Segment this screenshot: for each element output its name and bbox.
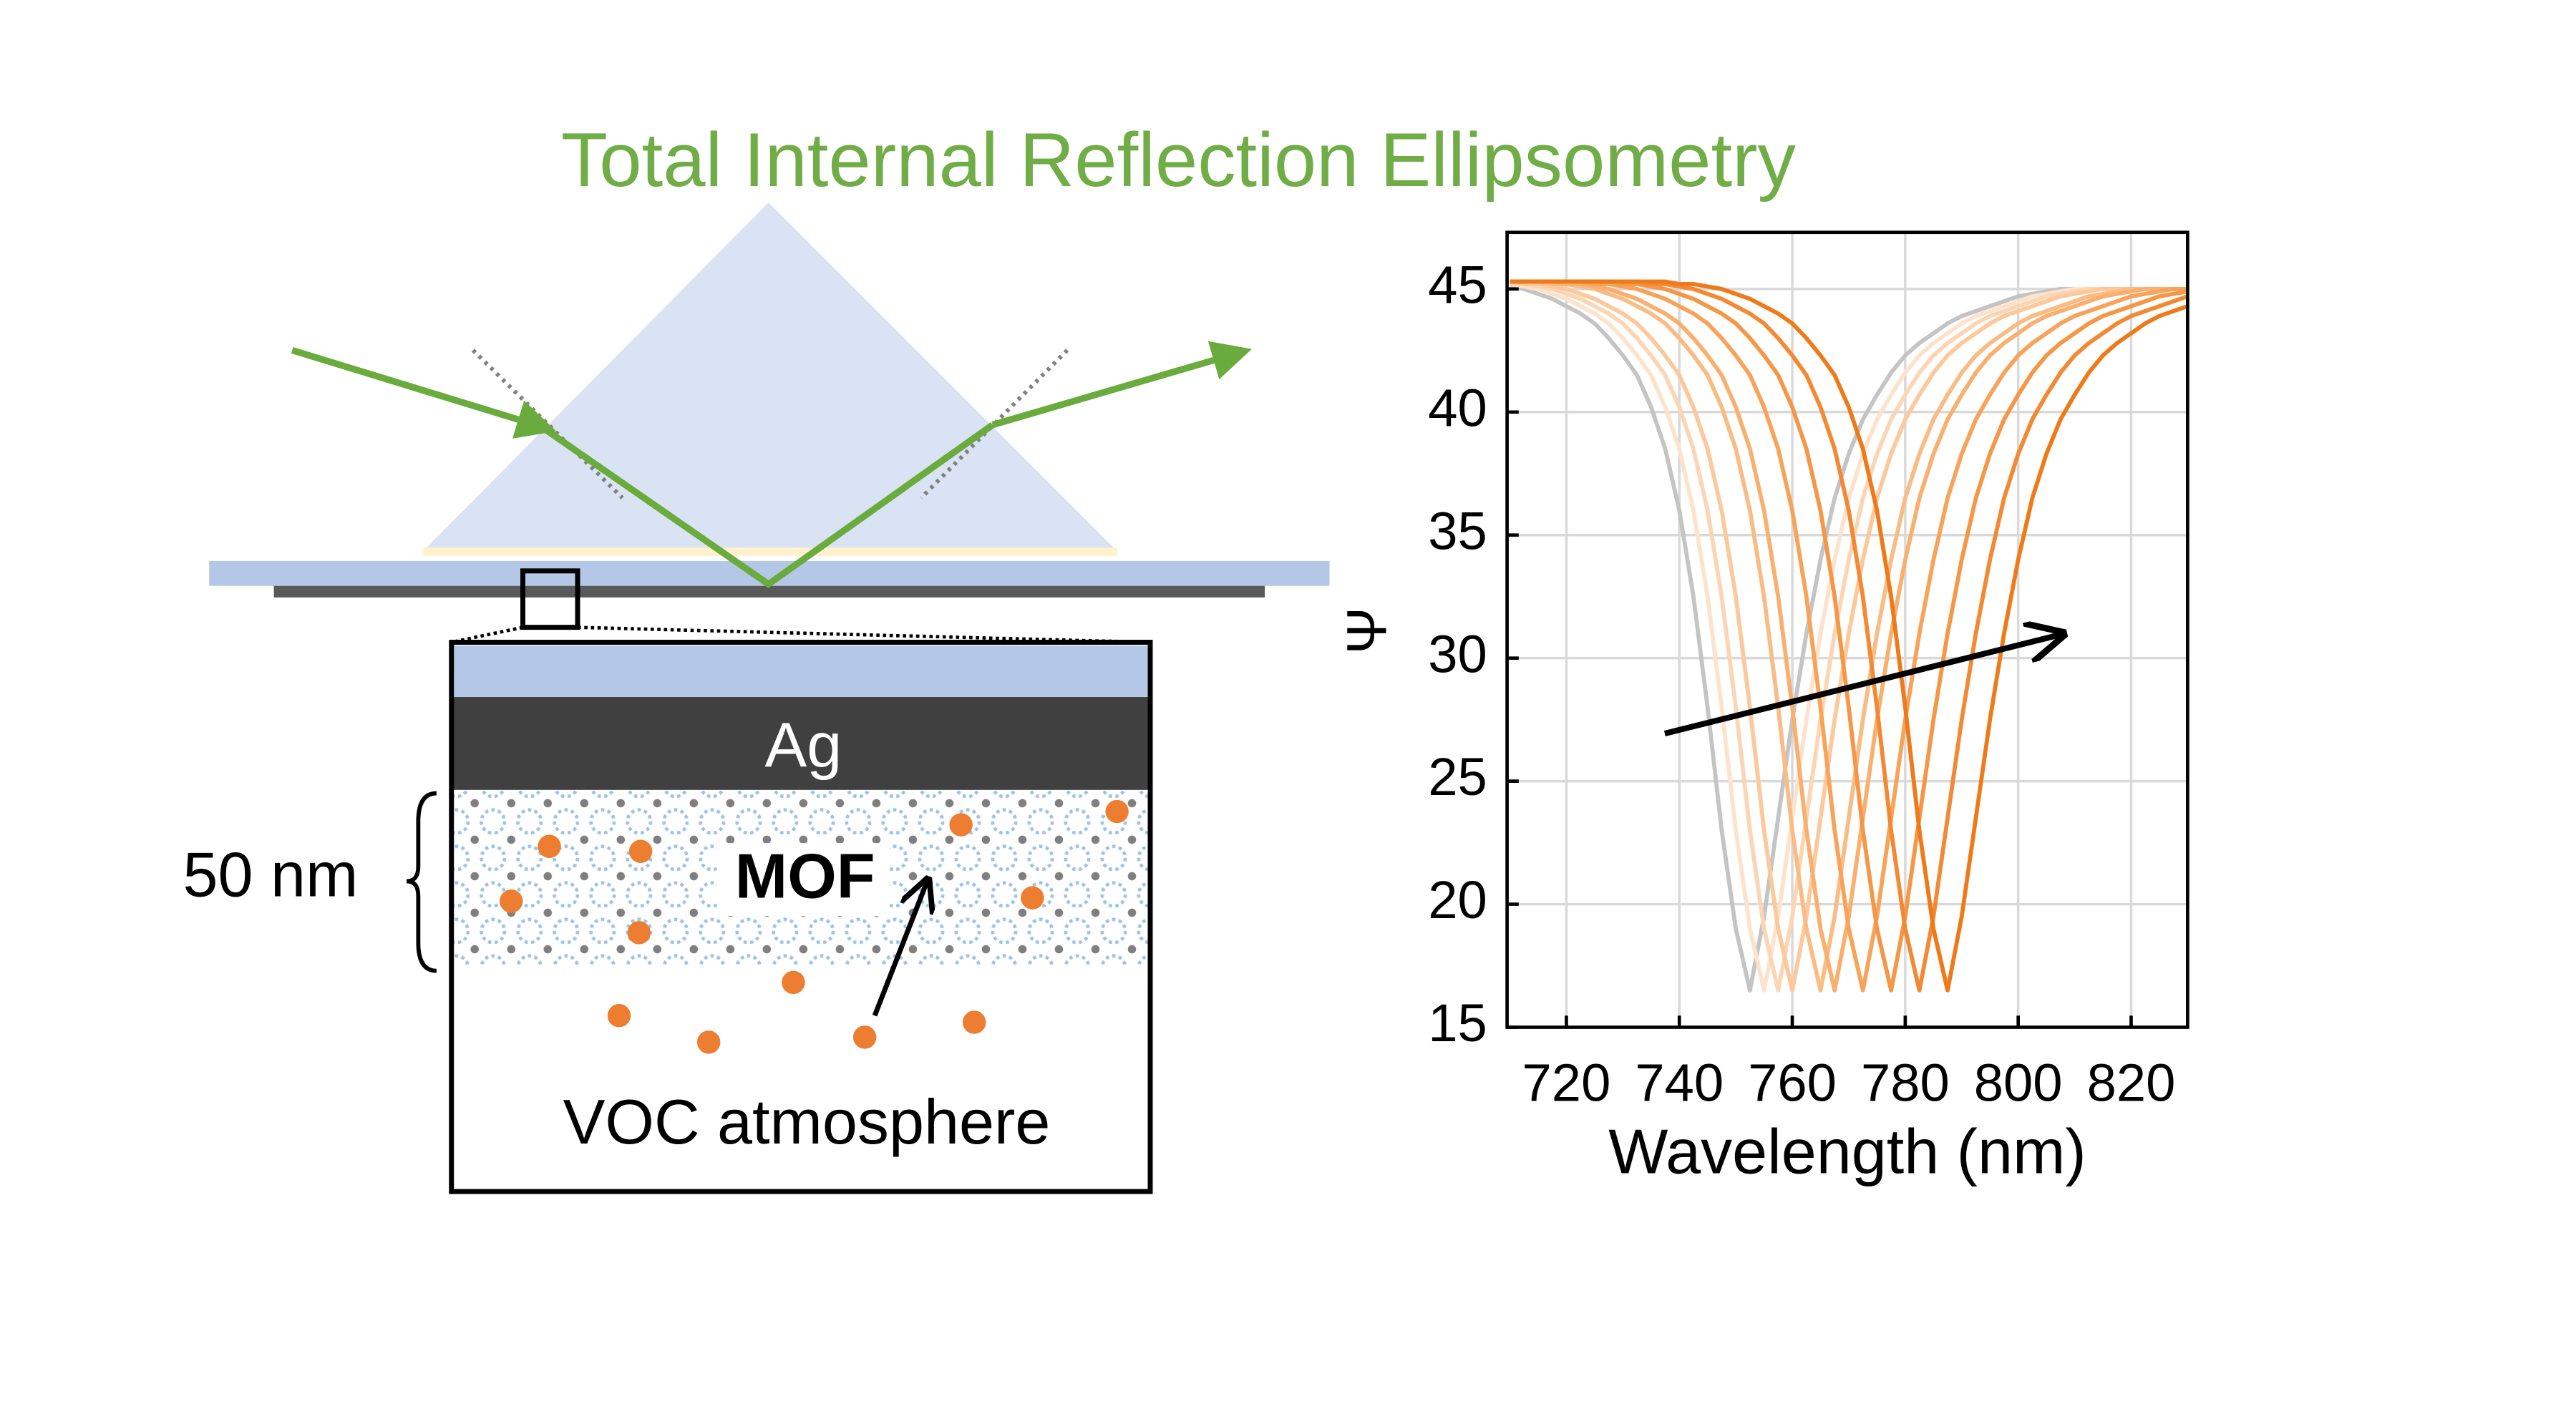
x-tick-label: 800 [1974,1053,2063,1113]
voc-molecules [500,799,1129,1054]
molecule [500,889,523,913]
plot-frame [1505,230,2189,1029]
data-line [1510,279,2188,993]
data-line [1510,279,2188,993]
adsorption-arrow [872,879,928,1017]
chart: 720 740 760 780 800 820 15 20 25 30 35 40 45 Wavelen… [1335,230,2189,1187]
y-tick-label: 15 [1428,993,1487,1053]
data-line [1510,279,2188,993]
plot-lines [1510,279,2188,993]
label-backdrop [716,843,890,917]
molecule [782,970,805,995]
prism-setup [209,202,1330,644]
y-tick-label: 20 [1428,870,1487,930]
normal-line [471,348,624,499]
y-axis-label: Ψ [1335,607,1398,654]
molecule [949,813,973,837]
normal-line [919,348,1069,499]
film-label: MOF [735,841,875,912]
molecule [696,1030,721,1054]
y-tick-label: 30 [1428,624,1487,683]
atmosphere-label: VOC atmosphere [563,1086,1051,1157]
data-line [1510,282,2188,993]
inset-frame [449,640,1153,1194]
y-tick-label: 40 [1428,378,1487,437]
glass-layer [453,645,1149,698]
layer-label: Ag [764,710,842,781]
data-line [1510,282,2188,993]
layer-inset: Ag MOF VOC atmosphere 50 nm [183,640,1153,1194]
ticks: 720 740 760 780 800 820 15 20 25 30 35 40 45 [1428,255,2175,1112]
reflected-beam [991,341,1252,429]
figure-title: Total Internal Reflection Ellipsometry [561,117,1797,203]
y-tick-label: 25 [1428,747,1487,806]
thickness-brace [406,791,437,973]
prism [423,202,1117,551]
x-tick-label: 760 [1748,1053,1837,1113]
x-axis-label: Wavelength (nm) [1608,1116,2086,1187]
molecule [852,1025,877,1049]
molecule [628,839,653,863]
zoom-box [520,568,580,630]
silver-layer [453,697,1149,790]
gold-layer [423,547,1117,556]
molecule [607,1004,631,1028]
x-tick-label: 780 [1861,1053,1950,1113]
y-tick-label: 35 [1428,501,1487,560]
y-tick-label: 45 [1428,255,1487,314]
trend-arrow [1663,634,2064,736]
x-tick-label: 740 [1635,1053,1724,1113]
x-tick-label: 820 [2087,1053,2176,1113]
molecule [962,1010,986,1034]
zoom-line [577,625,1151,644]
molecule [538,834,561,858]
thickness-label: 50 nm [183,839,359,910]
molecule [1021,886,1044,910]
data-line [1510,279,2188,993]
x-tick-label: 720 [1522,1053,1611,1113]
beam-path [539,421,995,589]
molecule [1105,799,1129,824]
molecule [627,921,651,945]
data-line [1510,279,2188,993]
incident-beam [291,346,557,439]
